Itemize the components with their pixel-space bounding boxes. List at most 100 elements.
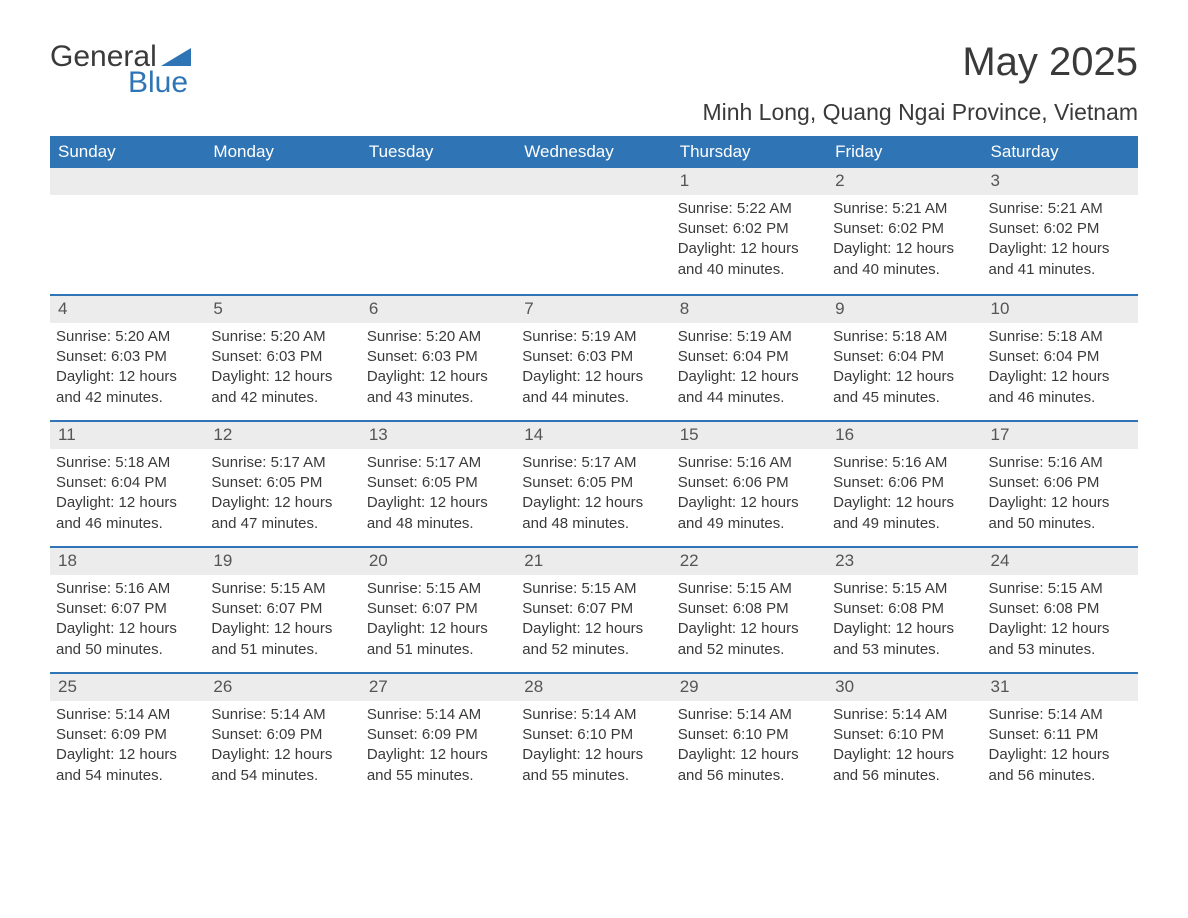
daylight2-text: and 54 minutes. (211, 766, 354, 786)
day-number (50, 168, 205, 195)
daylight1-text: Daylight: 12 hours (678, 745, 821, 765)
day-number: 23 (827, 548, 982, 575)
day-number: 10 (983, 296, 1138, 323)
daylight1-text: Daylight: 12 hours (367, 745, 510, 765)
day-number: 13 (361, 422, 516, 449)
day-number: 17 (983, 422, 1138, 449)
calendar-cell: 18Sunrise: 5:16 AMSunset: 6:07 PMDayligh… (50, 548, 205, 672)
sunrise-text: Sunrise: 5:22 AM (678, 199, 821, 219)
sunrise-text: Sunrise: 5:18 AM (989, 327, 1132, 347)
daylight1-text: Daylight: 12 hours (989, 239, 1132, 259)
day-number: 28 (516, 674, 671, 701)
sunrise-text: Sunrise: 5:18 AM (833, 327, 976, 347)
daylight2-text: and 50 minutes. (989, 514, 1132, 534)
sunset-text: Sunset: 6:09 PM (211, 725, 354, 745)
day-number: 26 (205, 674, 360, 701)
calendar-cell: 20Sunrise: 5:15 AMSunset: 6:07 PMDayligh… (361, 548, 516, 672)
daylight2-text: and 55 minutes. (367, 766, 510, 786)
day-number: 30 (827, 674, 982, 701)
daylight1-text: Daylight: 12 hours (833, 619, 976, 639)
daylight1-text: Daylight: 12 hours (367, 493, 510, 513)
daylight2-text: and 48 minutes. (367, 514, 510, 534)
sunrise-text: Sunrise: 5:16 AM (678, 453, 821, 473)
sunrise-text: Sunrise: 5:15 AM (211, 579, 354, 599)
calendar-cell: 13Sunrise: 5:17 AMSunset: 6:05 PMDayligh… (361, 422, 516, 546)
daylight2-text: and 40 minutes. (833, 260, 976, 280)
sunset-text: Sunset: 6:03 PM (367, 347, 510, 367)
month-title: May 2025 (702, 40, 1138, 85)
daylight1-text: Daylight: 12 hours (211, 493, 354, 513)
day-number: 27 (361, 674, 516, 701)
day-number: 1 (672, 168, 827, 195)
sunset-text: Sunset: 6:04 PM (56, 473, 199, 493)
sunset-text: Sunset: 6:02 PM (678, 219, 821, 239)
daylight2-text: and 42 minutes. (211, 388, 354, 408)
calendar-cell: 28Sunrise: 5:14 AMSunset: 6:10 PMDayligh… (516, 674, 671, 798)
sunrise-text: Sunrise: 5:14 AM (211, 705, 354, 725)
calendar-cell: 14Sunrise: 5:17 AMSunset: 6:05 PMDayligh… (516, 422, 671, 546)
calendar-week: 25Sunrise: 5:14 AMSunset: 6:09 PMDayligh… (50, 672, 1138, 798)
weekday-header: Saturday (983, 136, 1138, 168)
calendar-cell: 25Sunrise: 5:14 AMSunset: 6:09 PMDayligh… (50, 674, 205, 798)
sunset-text: Sunset: 6:08 PM (989, 599, 1132, 619)
daylight1-text: Daylight: 12 hours (522, 619, 665, 639)
daylight1-text: Daylight: 12 hours (367, 619, 510, 639)
daylight2-text: and 52 minutes. (522, 640, 665, 660)
day-number: 6 (361, 296, 516, 323)
day-number: 4 (50, 296, 205, 323)
daylight1-text: Daylight: 12 hours (833, 493, 976, 513)
sunrise-text: Sunrise: 5:17 AM (367, 453, 510, 473)
sunset-text: Sunset: 6:07 PM (211, 599, 354, 619)
daylight2-text: and 51 minutes. (367, 640, 510, 660)
sunrise-text: Sunrise: 5:15 AM (522, 579, 665, 599)
day-number: 24 (983, 548, 1138, 575)
daylight2-text: and 53 minutes. (833, 640, 976, 660)
daylight2-text: and 45 minutes. (833, 388, 976, 408)
logo-word-blue: Blue (128, 66, 188, 100)
daylight2-text: and 48 minutes. (522, 514, 665, 534)
sunrise-text: Sunrise: 5:15 AM (833, 579, 976, 599)
daylight2-text: and 41 minutes. (989, 260, 1132, 280)
daylight1-text: Daylight: 12 hours (833, 745, 976, 765)
daylight1-text: Daylight: 12 hours (833, 367, 976, 387)
daylight2-text: and 52 minutes. (678, 640, 821, 660)
calendar-cell: 12Sunrise: 5:17 AMSunset: 6:05 PMDayligh… (205, 422, 360, 546)
daylight2-text: and 46 minutes. (989, 388, 1132, 408)
daylight1-text: Daylight: 12 hours (989, 619, 1132, 639)
daylight1-text: Daylight: 12 hours (833, 239, 976, 259)
calendar-cell (205, 168, 360, 294)
daylight2-text: and 53 minutes. (989, 640, 1132, 660)
daylight2-text: and 54 minutes. (56, 766, 199, 786)
calendar-cell (50, 168, 205, 294)
daylight1-text: Daylight: 12 hours (678, 239, 821, 259)
calendar-cell: 5Sunrise: 5:20 AMSunset: 6:03 PMDaylight… (205, 296, 360, 420)
day-number: 22 (672, 548, 827, 575)
sunset-text: Sunset: 6:04 PM (989, 347, 1132, 367)
sunrise-text: Sunrise: 5:20 AM (211, 327, 354, 347)
calendar-cell: 4Sunrise: 5:20 AMSunset: 6:03 PMDaylight… (50, 296, 205, 420)
calendar-cell: 27Sunrise: 5:14 AMSunset: 6:09 PMDayligh… (361, 674, 516, 798)
calendar-cell: 19Sunrise: 5:15 AMSunset: 6:07 PMDayligh… (205, 548, 360, 672)
daylight2-text: and 55 minutes. (522, 766, 665, 786)
sunrise-text: Sunrise: 5:18 AM (56, 453, 199, 473)
daylight1-text: Daylight: 12 hours (989, 493, 1132, 513)
sunset-text: Sunset: 6:11 PM (989, 725, 1132, 745)
sunset-text: Sunset: 6:07 PM (367, 599, 510, 619)
sunrise-text: Sunrise: 5:17 AM (522, 453, 665, 473)
daylight2-text: and 49 minutes. (833, 514, 976, 534)
weekday-header: Monday (205, 136, 360, 168)
day-number (361, 168, 516, 195)
calendar-cell: 26Sunrise: 5:14 AMSunset: 6:09 PMDayligh… (205, 674, 360, 798)
sunrise-text: Sunrise: 5:19 AM (522, 327, 665, 347)
sunset-text: Sunset: 6:03 PM (56, 347, 199, 367)
sunrise-text: Sunrise: 5:16 AM (56, 579, 199, 599)
day-number: 3 (983, 168, 1138, 195)
daylight2-text: and 44 minutes. (522, 388, 665, 408)
day-number: 18 (50, 548, 205, 575)
day-number: 29 (672, 674, 827, 701)
daylight1-text: Daylight: 12 hours (678, 619, 821, 639)
calendar-cell: 11Sunrise: 5:18 AMSunset: 6:04 PMDayligh… (50, 422, 205, 546)
daylight2-text: and 43 minutes. (367, 388, 510, 408)
daylight1-text: Daylight: 12 hours (56, 493, 199, 513)
daylight1-text: Daylight: 12 hours (989, 367, 1132, 387)
